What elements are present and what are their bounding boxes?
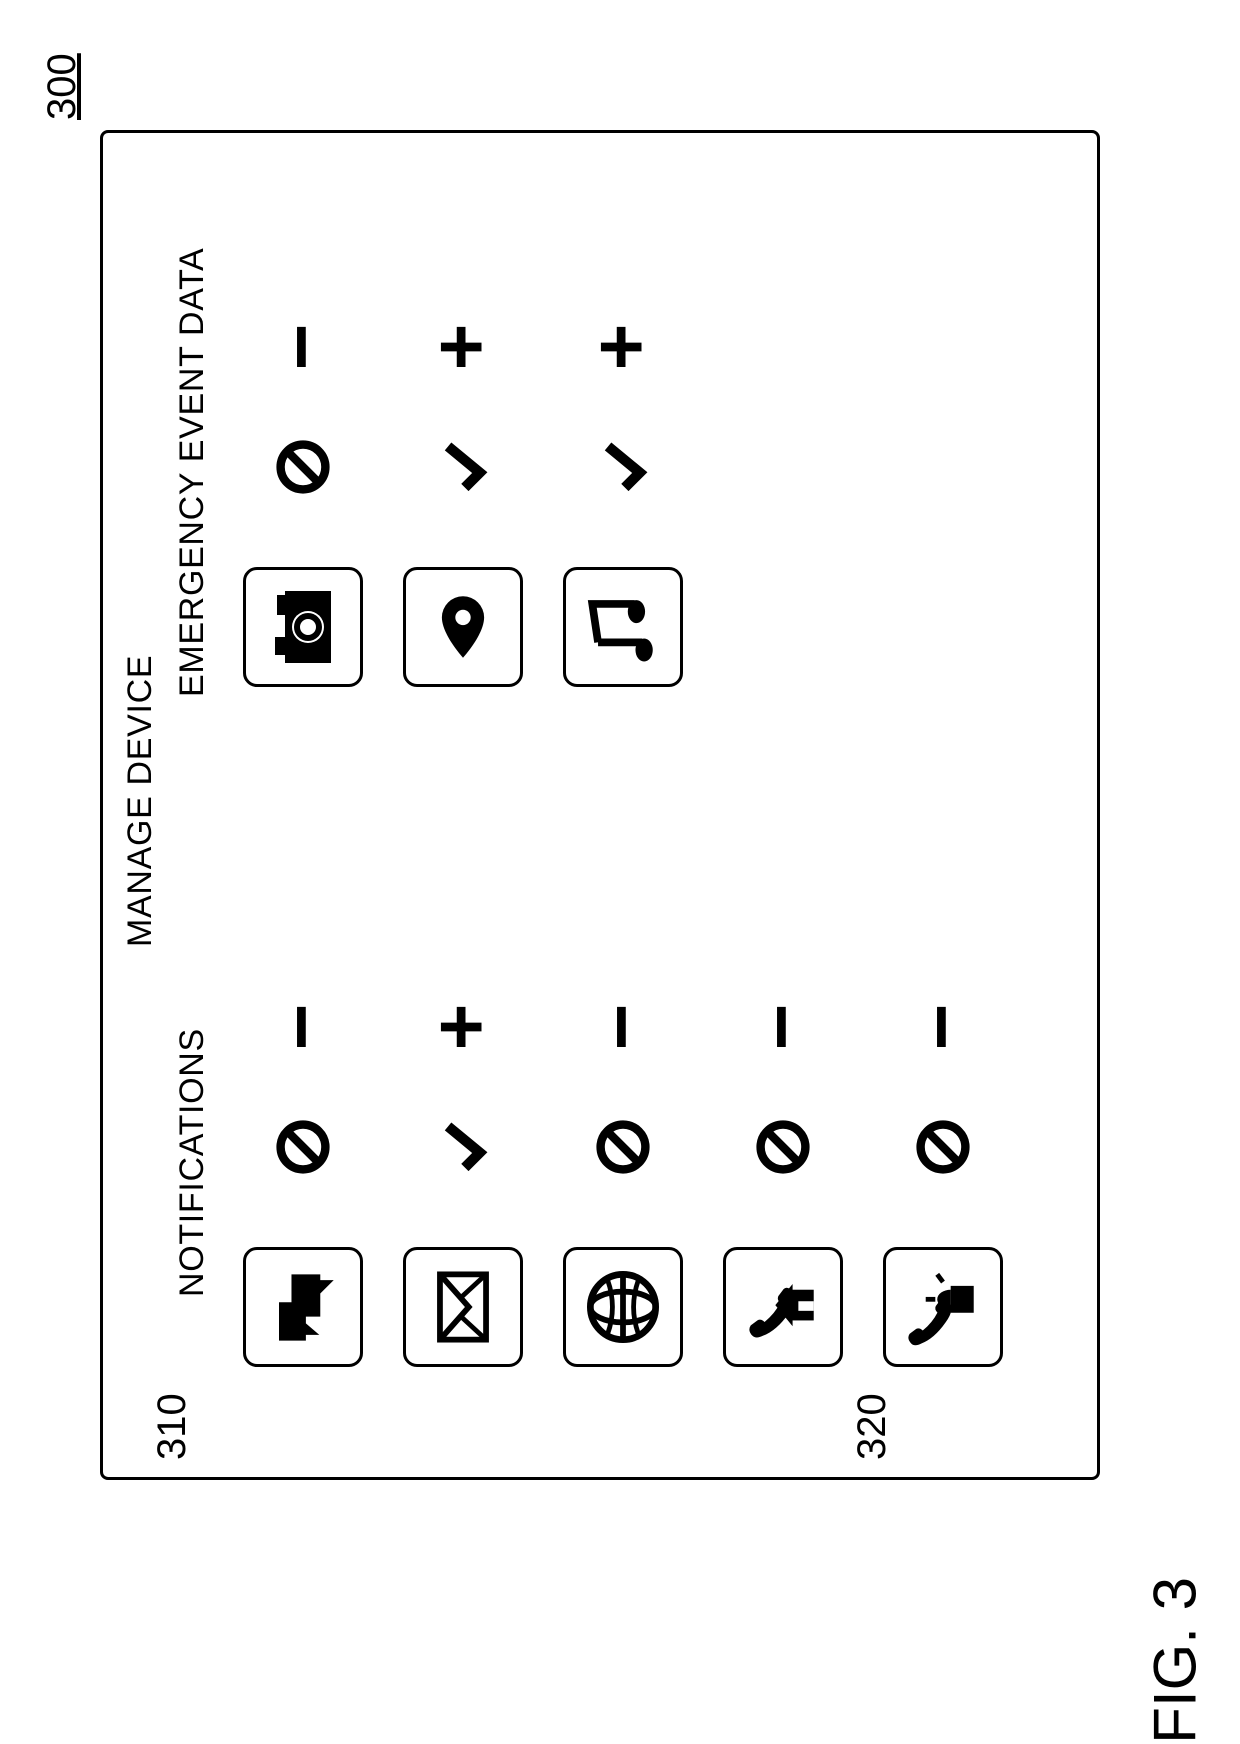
home-phone-icon[interactable]: [723, 1247, 843, 1367]
status-prohibit: [753, 1117, 813, 1177]
figure-caption: FIG. 3: [1141, 1577, 1210, 1744]
toggle-plus[interactable]: +: [421, 317, 501, 377]
globe-icon[interactable]: [563, 1247, 683, 1367]
status-prohibit: [273, 437, 333, 497]
chat-icon[interactable]: [243, 1247, 363, 1367]
status-prohibit: [593, 1117, 653, 1177]
music-icon[interactable]: [563, 567, 683, 687]
toggle-minus[interactable]: −: [261, 317, 341, 377]
toggle-plus[interactable]: +: [581, 317, 661, 377]
panel-title: MANAGE DEVICE: [121, 655, 160, 947]
status-prohibit: [273, 1117, 333, 1177]
status-check: [433, 437, 493, 497]
toggle-plus[interactable]: +: [421, 997, 501, 1057]
notifications-heading: NOTIFICATIONS: [173, 1028, 212, 1297]
toggle-minus[interactable]: −: [261, 997, 341, 1057]
camera-icon[interactable]: [243, 567, 363, 687]
emergency-heading: EMERGENCY EVENT DATA: [173, 248, 212, 697]
toggle-minus[interactable]: −: [741, 997, 821, 1057]
status-check: [593, 437, 653, 497]
toggle-minus[interactable]: −: [901, 997, 981, 1057]
figure-canvas: 300 FIG. 3 310 320 MANAGE DEVICE NOTIFIC…: [0, 0, 1240, 1597]
status-prohibit: [913, 1117, 973, 1177]
manage-device-panel: MANAGE DEVICE NOTIFICATIONS EMERGENCY EV…: [100, 130, 1100, 1480]
status-check: [433, 1117, 493, 1177]
toggle-minus[interactable]: −: [581, 997, 661, 1057]
ref-label-main: 300: [40, 53, 85, 120]
location-icon[interactable]: [403, 567, 523, 687]
envelope-icon[interactable]: [403, 1247, 523, 1367]
alarm-phone-icon[interactable]: [883, 1247, 1003, 1367]
